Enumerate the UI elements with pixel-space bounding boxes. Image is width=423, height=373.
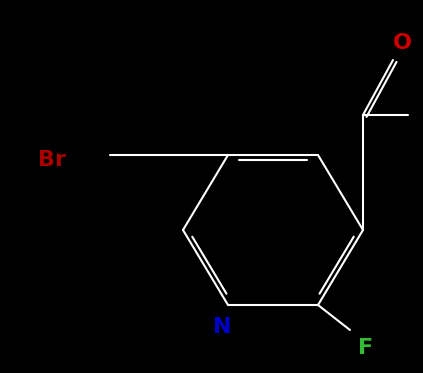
Text: N: N bbox=[213, 317, 231, 337]
Text: F: F bbox=[358, 338, 373, 358]
Text: Br: Br bbox=[38, 150, 66, 170]
Text: O: O bbox=[393, 33, 412, 53]
